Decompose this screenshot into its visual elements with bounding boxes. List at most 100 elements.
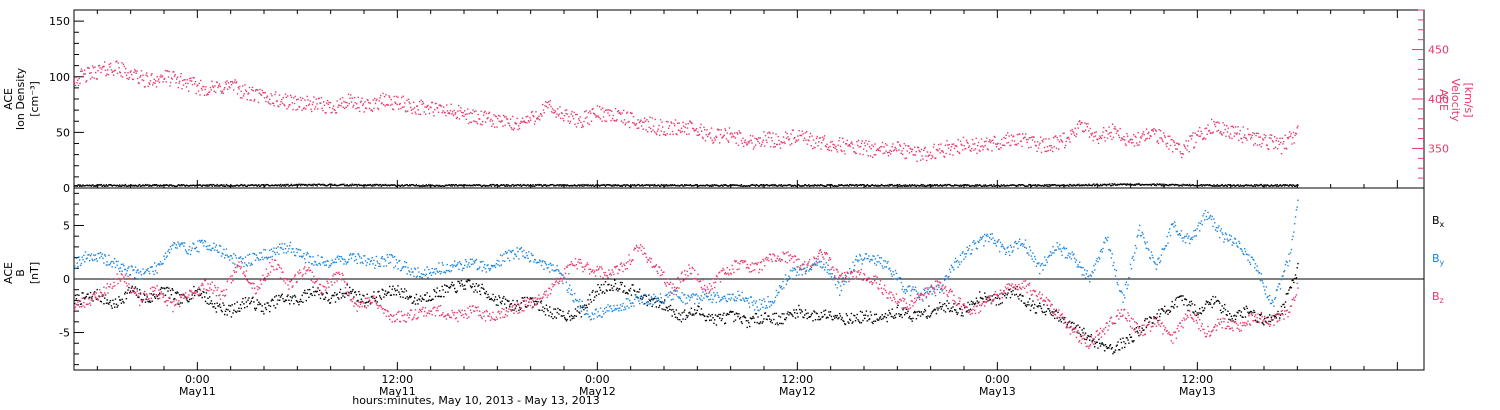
velocity-point (777, 135, 779, 138)
density-point (1065, 184, 1068, 187)
velocity-point (282, 97, 284, 99)
by-point (138, 272, 140, 274)
bx-point (1009, 296, 1012, 299)
density-point (399, 184, 401, 187)
density-point (592, 184, 594, 186)
velocity-point (237, 86, 239, 89)
bx-point (1230, 315, 1233, 317)
by-point (324, 261, 327, 263)
density-point (265, 183, 268, 186)
density-point (452, 184, 454, 186)
density-point (1168, 184, 1170, 187)
bx-point (1152, 322, 1154, 324)
velocity-point (759, 137, 761, 139)
velocity-point (605, 109, 607, 111)
velocity-point (1133, 145, 1136, 147)
velocity-point (1144, 140, 1146, 142)
velocity-point (593, 112, 595, 114)
velocity-point (585, 110, 587, 112)
bx-point (927, 315, 929, 317)
density-point (706, 184, 708, 186)
density-point (257, 184, 259, 187)
density-point (278, 184, 280, 186)
velocity-axis-title: Velocity (1449, 78, 1462, 122)
density-point (1129, 184, 1131, 186)
density-point (905, 185, 908, 187)
density-point (1116, 184, 1118, 186)
bx-point (757, 316, 759, 318)
velocity-point (409, 102, 411, 105)
bx-point (693, 314, 695, 316)
velocity-point (1031, 136, 1033, 138)
velocity-point (248, 86, 251, 89)
density-point (921, 185, 923, 187)
bx-point (201, 296, 203, 299)
bx-point (1112, 352, 1114, 355)
bx-point (548, 314, 550, 317)
density-point (757, 184, 759, 187)
bx-point (671, 315, 673, 317)
bx-point (951, 310, 953, 313)
velocity-point (101, 68, 103, 70)
density-point (443, 185, 445, 187)
velocity-point (1209, 132, 1211, 134)
bx-point (1043, 304, 1045, 306)
density-point (600, 184, 603, 186)
velocity-point (293, 102, 296, 105)
by-point (244, 256, 247, 258)
bx-point (1132, 341, 1134, 343)
density-point (743, 185, 745, 187)
by-point (155, 265, 158, 267)
velocity-point (842, 137, 844, 139)
bx-point (1293, 281, 1295, 284)
velocity-point (413, 101, 415, 103)
velocity-point (648, 126, 650, 129)
density-point (761, 185, 763, 187)
velocity-point (225, 83, 227, 85)
density-point (684, 184, 687, 187)
bx-point (121, 298, 123, 300)
bx-point (717, 315, 719, 318)
bx-point (549, 306, 551, 308)
density-point (693, 184, 695, 187)
bx-point (652, 299, 654, 301)
density-point (569, 184, 572, 187)
bx-point (1205, 300, 1208, 302)
bx-point (393, 294, 395, 296)
density-point (288, 185, 290, 187)
density-point (523, 183, 525, 186)
bx-point (509, 306, 511, 308)
density-point (1066, 184, 1068, 186)
density-point (354, 183, 356, 186)
density-point (364, 184, 366, 187)
bx-point (454, 287, 456, 290)
bx-point (818, 316, 820, 318)
density-point (933, 184, 935, 187)
velocity-point (559, 106, 561, 108)
by-point (307, 253, 309, 255)
bx-point (1027, 301, 1029, 303)
bx-point (732, 311, 734, 313)
bx-point (384, 290, 387, 292)
velocity-point (639, 120, 641, 122)
velocity-point (995, 143, 997, 145)
bx-point (1032, 300, 1034, 302)
bx-point (1104, 350, 1106, 352)
velocity-point (410, 106, 412, 109)
bx-point (1015, 293, 1018, 296)
bx-point (1018, 298, 1020, 300)
density-point (811, 185, 813, 187)
velocity-point (240, 90, 242, 93)
density-point (953, 185, 955, 187)
velocity-point (990, 140, 992, 142)
bx-point (396, 289, 398, 291)
density-point (651, 184, 653, 186)
bx-point (747, 320, 749, 322)
density-point (477, 184, 479, 187)
velocity-point (905, 144, 907, 147)
velocity-point (215, 91, 217, 94)
density-point (916, 184, 918, 186)
velocity-point (278, 105, 280, 108)
density-point (188, 185, 190, 187)
velocity-point (566, 113, 569, 115)
